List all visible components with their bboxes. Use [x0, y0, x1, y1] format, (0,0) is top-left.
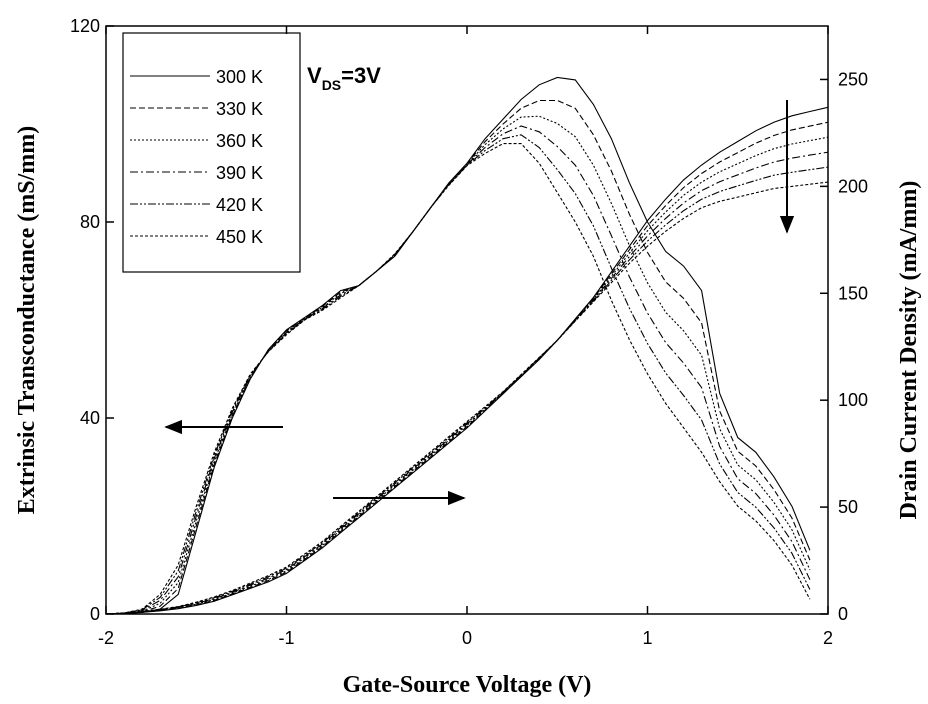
series-line: [105, 151, 829, 615]
x-tick-label: 2: [823, 628, 833, 648]
x-tick-label: 0: [462, 628, 472, 648]
y-tick-label: 40: [80, 408, 100, 428]
series-line: [105, 136, 829, 615]
legend-label: 330 K: [216, 99, 263, 119]
annotation-rest: =3V: [341, 63, 381, 88]
x-tick-label: 1: [642, 628, 652, 648]
y2-tick-label: 200: [838, 176, 868, 196]
legend-label: 360 K: [216, 131, 263, 151]
y-tick-label: 0: [90, 604, 100, 624]
legend-label: 420 K: [216, 195, 263, 215]
y2-tick-label: 150: [838, 283, 868, 303]
y-axis-label: Extrinsic Transconductance (mS/mm): [14, 126, 40, 514]
y-tick-label: 120: [70, 16, 100, 36]
series-line: [105, 143, 811, 615]
legend-label: 390 K: [216, 163, 263, 183]
series-line: [105, 106, 829, 615]
y2-axis-label: Drain Current Density (mA/mm): [896, 181, 922, 520]
series-line: [105, 181, 829, 615]
y-tick-label: 80: [80, 212, 100, 232]
x-tick-label: -1: [278, 628, 294, 648]
x-axis-label: Gate-Source Voltage (V): [343, 672, 592, 698]
series-line: [105, 166, 829, 615]
legend: [122, 32, 301, 273]
x-tick-label: -2: [98, 628, 114, 648]
series-line: [105, 121, 829, 615]
annotation-sub: DS: [322, 77, 341, 93]
series-line: [105, 134, 811, 615]
annotation: VDS=3V: [307, 63, 381, 93]
y2-tick-label: 50: [838, 497, 858, 517]
legend-label: 300 K: [216, 67, 263, 87]
y2-tick-label: 0: [838, 604, 848, 624]
y2-tick-label: 100: [838, 390, 868, 410]
legend-label: 450 K: [216, 227, 263, 247]
y2-tick-label: 250: [838, 69, 868, 89]
annotation-main: V: [307, 63, 322, 88]
